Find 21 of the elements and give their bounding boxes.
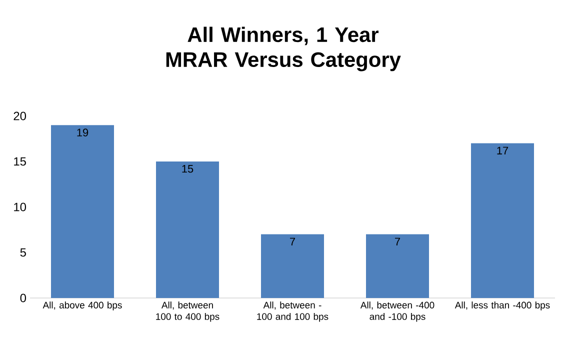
data-label: 7 [395,238,400,246]
x-tick-label: All, above 400 bps [42,302,122,310]
x-tick-label: All, between -100 and 100 bps [257,302,328,322]
data-label: 17 [497,146,508,154]
bar [261,234,324,298]
chart-title: All Winners, 1 Year MRAR Versus Category [166,26,401,72]
x-tick-label: All, between 100 to 400 bps [156,302,220,322]
bar [366,234,429,298]
data-label: 15 [182,165,194,173]
y-tick-label: 20 [14,112,26,120]
y-tick-label: 10 [14,202,26,212]
data-label: 19 [77,128,88,136]
bar [471,143,534,298]
x-tick-label: All, less than -400 bps [454,302,550,310]
y-tick-label: 15 [14,157,26,166]
y-tick-label: 5 [20,248,26,257]
bar [156,162,219,298]
data-label: 7 [290,238,295,246]
y-tick-label: 0 [20,294,26,302]
x-tick-label: All, between -400 and -100 bps [360,302,434,322]
bar [51,125,114,298]
